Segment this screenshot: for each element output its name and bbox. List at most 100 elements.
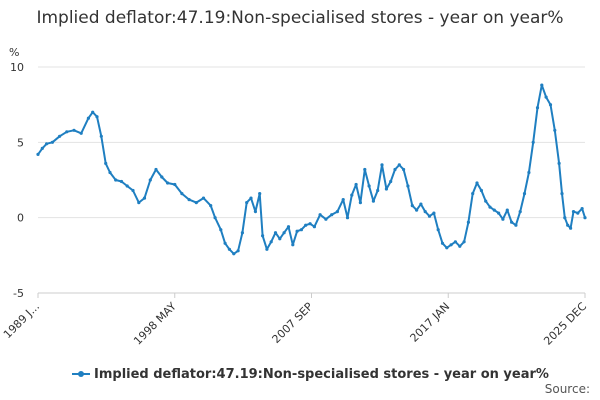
data-point <box>335 210 339 214</box>
x-tick-label: 2007 SEP <box>270 300 316 346</box>
data-point <box>505 208 509 212</box>
data-point <box>65 130 69 134</box>
data-point <box>497 211 501 215</box>
data-point <box>580 207 584 211</box>
data-point <box>324 217 328 221</box>
data-point <box>522 192 527 196</box>
data-point <box>240 231 244 235</box>
data-point <box>253 210 257 214</box>
data-point <box>350 193 354 197</box>
data-point <box>436 228 440 232</box>
data-point <box>108 170 112 175</box>
data-point <box>219 228 223 232</box>
data-point <box>119 179 124 184</box>
data-point <box>471 192 475 196</box>
data-point <box>563 216 567 220</box>
data-point <box>261 234 265 238</box>
y-tick-label: -5 <box>13 287 24 300</box>
data-point <box>341 198 345 202</box>
data-point <box>492 208 496 212</box>
data-point <box>308 222 312 226</box>
data-point <box>415 208 419 212</box>
data-point <box>510 220 514 224</box>
x-tick-label: 2017 JAN <box>408 300 453 345</box>
data-point <box>194 201 198 205</box>
data-point <box>282 231 286 235</box>
data-point <box>518 210 522 214</box>
data-point <box>299 228 303 232</box>
grid-lines <box>38 66 585 294</box>
data-point <box>380 163 384 167</box>
data-point <box>488 205 492 209</box>
data-point <box>180 192 184 196</box>
data-point <box>484 199 488 203</box>
data-point <box>384 187 388 191</box>
data-point <box>432 211 436 215</box>
data-point <box>245 201 249 205</box>
data-point <box>166 181 170 185</box>
data-point <box>544 95 548 99</box>
data-point <box>475 181 479 185</box>
data-point <box>449 243 453 247</box>
data-point <box>125 184 129 188</box>
data-point <box>560 192 564 196</box>
data-point <box>376 188 380 193</box>
data-point <box>295 229 299 233</box>
data-point <box>58 134 62 138</box>
data-point <box>527 170 531 175</box>
data-point <box>354 182 358 187</box>
data-point <box>557 161 561 165</box>
data-point <box>99 134 103 138</box>
data-point <box>104 161 108 165</box>
data-point <box>514 223 518 227</box>
data-point <box>95 115 99 119</box>
data-point <box>445 246 449 250</box>
data-point <box>576 211 580 215</box>
data-point <box>553 128 557 132</box>
data-point <box>278 237 282 241</box>
data-point <box>79 131 83 135</box>
data-point <box>423 210 427 214</box>
data-point <box>291 243 295 247</box>
x-tick-label: 1998 MAY <box>131 300 179 348</box>
data-point <box>462 240 466 244</box>
data-point <box>427 214 432 218</box>
data-point <box>406 184 410 188</box>
data-point <box>419 202 423 206</box>
data-point <box>148 178 152 182</box>
data-point <box>40 146 44 150</box>
data-point <box>410 204 414 208</box>
data-point <box>535 106 540 110</box>
data-point <box>397 163 401 167</box>
y-axis-ticks: -5 0 5 10 <box>10 61 24 300</box>
data-point <box>458 244 462 248</box>
data-point <box>440 241 445 245</box>
data-point <box>154 167 158 172</box>
data-point <box>479 188 483 193</box>
data-point <box>367 184 371 188</box>
data-point <box>540 83 544 87</box>
data-point <box>269 240 273 244</box>
data-point <box>402 167 406 172</box>
data-point <box>201 196 206 200</box>
data-point <box>131 188 135 193</box>
data-point <box>571 210 576 214</box>
data-point <box>114 178 118 182</box>
data-point <box>318 213 322 217</box>
y-tick-label: 5 <box>17 136 24 149</box>
legend-swatch-icon <box>72 366 90 382</box>
series-markers <box>36 83 587 256</box>
x-axis: 1989 J... 1998 MAY 2007 SEP 2017 JAN 2025 DE… <box>1 292 589 348</box>
data-point <box>312 225 316 229</box>
data-point <box>330 213 334 217</box>
data-point <box>223 241 227 245</box>
data-point <box>209 204 213 208</box>
data-point <box>142 196 147 200</box>
data-point <box>273 231 278 235</box>
y-tick-label: 10 <box>10 61 24 74</box>
x-tick-label: 1989 J... <box>1 300 42 341</box>
data-point <box>173 182 177 187</box>
source-label: Source: <box>544 382 590 396</box>
legend[interactable]: Implied deflator:47.19:Non-specialised s… <box>72 366 549 382</box>
